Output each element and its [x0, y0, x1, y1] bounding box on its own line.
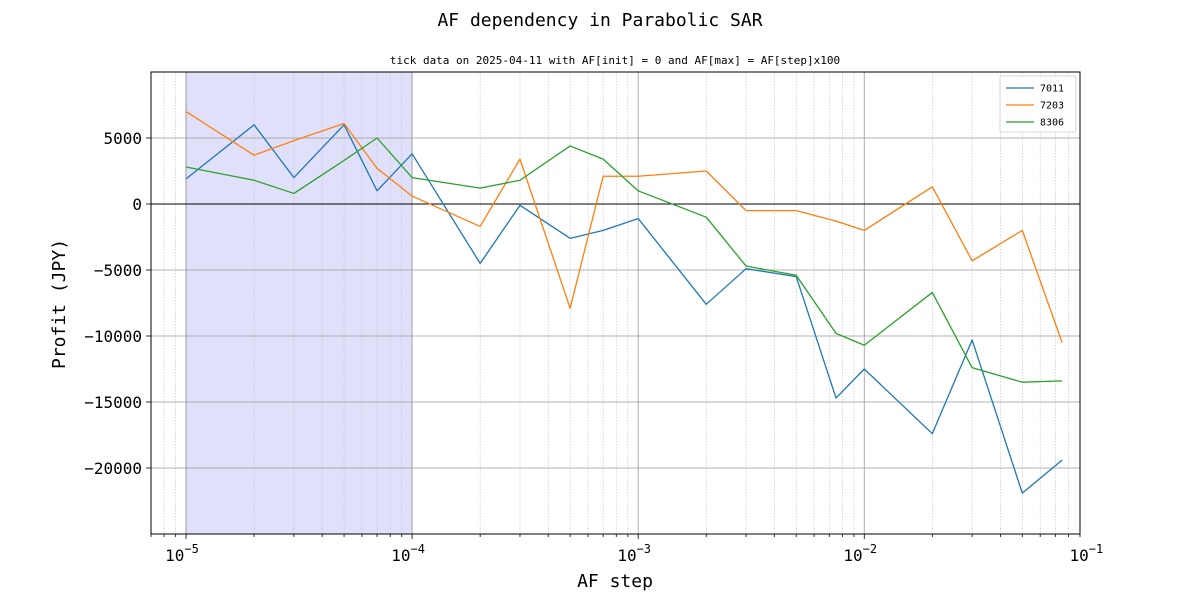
legend-label-7203: 7203 — [1040, 101, 1064, 112]
x-tick-label: 10−5 — [165, 542, 199, 565]
legend-box — [999, 75, 1077, 133]
legend-label-8306: 8306 — [1040, 118, 1064, 129]
x-tick-label: 10−4 — [391, 542, 425, 565]
plot-area: 10−5 10−4 10−3 10−2 10−1 5000 0 −5000 −10000 −150… — [84, 71, 1103, 565]
y-tick-label: −15000 — [84, 393, 142, 412]
chart-subtitle: tick data on 2025-04-11 with AF[init] = … — [390, 54, 840, 67]
y-tick-label: 0 — [132, 195, 142, 214]
highlight-span — [185, 71, 413, 535]
y-tick-label: −20000 — [84, 459, 142, 478]
x-tick-label: 10−3 — [617, 542, 651, 565]
y-tick-label: −10000 — [84, 327, 142, 346]
x-axis-label: AF step — [577, 571, 653, 592]
chart-title: AF dependency in Parabolic SAR — [437, 10, 762, 31]
legend: 7011 7203 8306 — [999, 75, 1077, 133]
y-axis-label: Profit (JPY) — [49, 239, 70, 369]
series-line-7203 — [185, 111, 1063, 343]
legend-label-7011: 7011 — [1040, 84, 1064, 95]
y-tick-label: −5000 — [94, 261, 142, 280]
x-tick-label: 10−1 — [1069, 542, 1103, 565]
plot-frame — [150, 71, 1081, 535]
y-tick-label: 5000 — [103, 129, 142, 148]
x-tick-label: 10−2 — [843, 542, 877, 565]
series-line-7011 — [185, 124, 1063, 494]
series-line-8306 — [185, 137, 1063, 383]
